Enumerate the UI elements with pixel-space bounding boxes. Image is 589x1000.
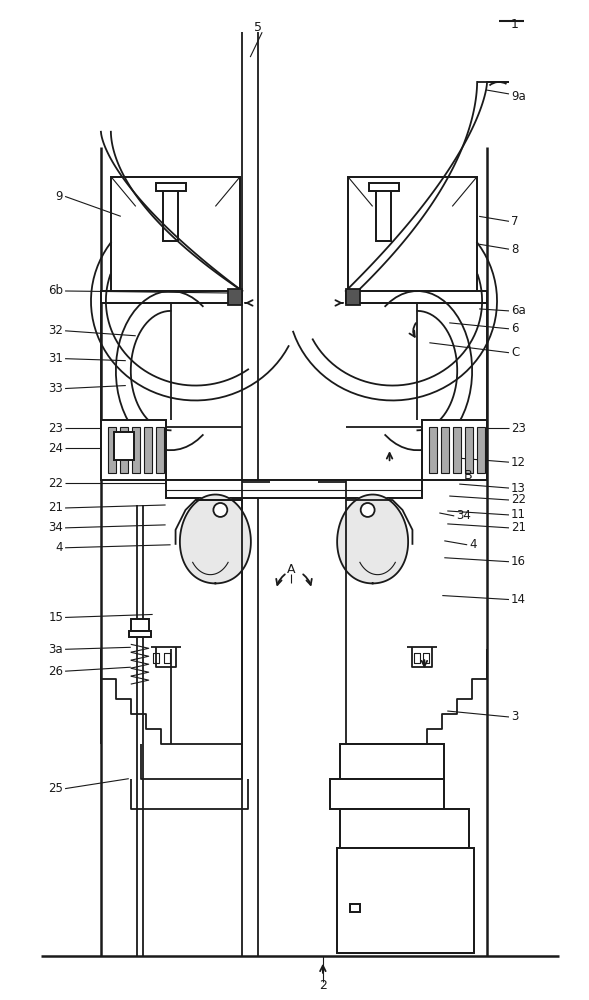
Text: 5: 5 <box>254 21 262 34</box>
Bar <box>120 427 128 473</box>
Bar <box>163 186 177 241</box>
Text: 6a: 6a <box>511 304 526 317</box>
Bar <box>369 183 399 191</box>
Bar <box>350 904 360 912</box>
Bar <box>101 420 166 480</box>
Text: B: B <box>464 469 473 482</box>
Text: 4: 4 <box>469 538 477 551</box>
Bar <box>163 186 177 241</box>
Bar <box>422 420 487 480</box>
Bar <box>340 809 469 848</box>
Text: 33: 33 <box>48 382 63 395</box>
Text: 3: 3 <box>511 710 518 723</box>
Text: 12: 12 <box>511 456 526 469</box>
Polygon shape <box>180 495 251 583</box>
Text: 2: 2 <box>319 979 327 992</box>
Text: 14: 14 <box>511 593 526 606</box>
Bar <box>346 291 487 303</box>
Text: A: A <box>287 563 295 576</box>
Bar <box>166 480 422 498</box>
Text: 25: 25 <box>48 782 63 795</box>
Bar <box>108 427 116 473</box>
Text: 21: 21 <box>511 521 526 534</box>
Bar <box>155 183 186 191</box>
Bar <box>346 289 360 305</box>
Text: 4: 4 <box>55 541 63 554</box>
Text: 9: 9 <box>55 190 63 203</box>
Bar <box>155 183 186 191</box>
Text: 1: 1 <box>511 18 519 31</box>
Text: 31: 31 <box>48 352 63 365</box>
Text: 32: 32 <box>48 324 63 337</box>
Text: C: C <box>511 346 519 359</box>
Bar <box>376 186 391 241</box>
Bar <box>340 809 469 848</box>
Text: 11: 11 <box>511 508 526 521</box>
Text: 21: 21 <box>48 501 63 514</box>
Bar <box>477 427 485 473</box>
Text: 13: 13 <box>511 482 526 495</box>
Text: 22: 22 <box>511 493 526 506</box>
Text: 8: 8 <box>511 243 518 256</box>
Text: 6: 6 <box>511 322 518 335</box>
Text: 3a: 3a <box>48 643 63 656</box>
Bar <box>376 186 391 241</box>
Bar <box>111 177 240 296</box>
Text: 24: 24 <box>48 442 63 455</box>
Text: 34: 34 <box>456 509 471 522</box>
Bar <box>166 480 422 498</box>
Text: 9a: 9a <box>511 90 526 103</box>
Text: 34: 34 <box>48 521 63 534</box>
Bar <box>340 744 444 779</box>
Bar <box>114 432 134 460</box>
Bar <box>114 432 134 460</box>
Text: 26: 26 <box>48 665 63 678</box>
Bar <box>229 289 242 305</box>
Bar <box>350 904 360 912</box>
Polygon shape <box>337 495 408 583</box>
Bar <box>346 291 487 303</box>
Bar <box>131 619 148 631</box>
Bar <box>111 177 240 296</box>
Bar <box>129 631 151 637</box>
Text: 6b: 6b <box>48 284 63 297</box>
Text: 15: 15 <box>48 611 63 624</box>
Text: 23: 23 <box>48 422 63 435</box>
Text: 22: 22 <box>48 477 63 490</box>
Bar <box>348 177 477 296</box>
Bar <box>337 848 474 953</box>
Bar <box>330 779 444 809</box>
Bar <box>369 183 399 191</box>
Text: 23: 23 <box>511 422 526 435</box>
Circle shape <box>213 503 227 517</box>
Bar <box>340 744 444 779</box>
Bar <box>348 177 477 296</box>
Bar <box>454 427 461 473</box>
Bar <box>465 427 473 473</box>
Bar <box>337 848 474 953</box>
Bar <box>129 631 151 637</box>
Bar <box>101 291 242 303</box>
Text: 7: 7 <box>511 215 518 228</box>
Bar <box>131 619 148 631</box>
Text: 16: 16 <box>511 555 526 568</box>
Bar <box>101 420 166 480</box>
Bar <box>429 427 437 473</box>
Bar <box>144 427 152 473</box>
Bar <box>422 420 487 480</box>
Bar <box>441 427 449 473</box>
Bar <box>155 427 164 473</box>
Bar <box>101 291 242 303</box>
Circle shape <box>360 503 375 517</box>
Bar <box>132 427 140 473</box>
Bar <box>330 779 444 809</box>
